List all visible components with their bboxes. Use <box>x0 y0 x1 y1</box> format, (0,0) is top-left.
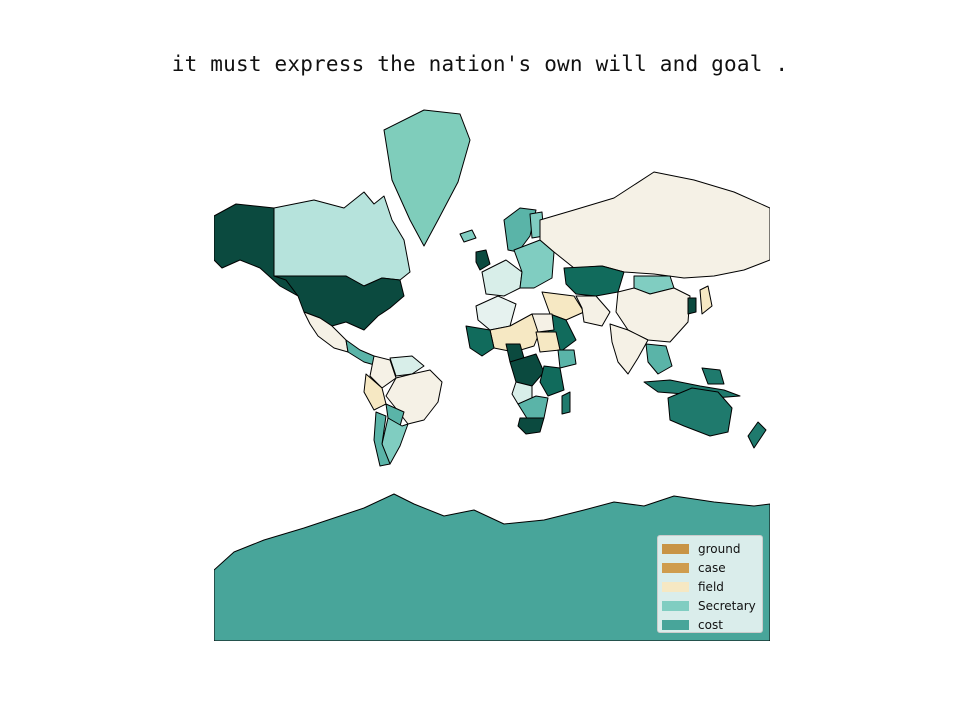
region-australia <box>667 387 733 437</box>
region-russia <box>539 171 770 279</box>
legend-item-ground: ground <box>662 539 762 558</box>
region-southern-africa <box>517 395 549 421</box>
region-japan <box>699 285 713 315</box>
legend-swatch <box>662 600 689 611</box>
region-sudan <box>535 331 561 353</box>
region-colombia <box>369 355 397 389</box>
region-chile <box>373 411 391 467</box>
region-korea <box>687 297 697 315</box>
legend-label: cost <box>698 617 723 632</box>
legend-swatch <box>662 562 689 573</box>
legend-swatch <box>662 581 689 592</box>
legend-label: case <box>698 560 726 575</box>
legend-item-secretary: Secretary <box>662 596 762 615</box>
region-east-africa <box>539 365 565 397</box>
world-map <box>214 100 770 641</box>
region-india <box>609 323 649 375</box>
map-legend: ground case field Secretary cost <box>657 535 763 633</box>
legend-label: ground <box>698 541 741 556</box>
legend-item-field: field <box>662 577 762 596</box>
legend-item-case: case <box>662 558 762 577</box>
region-china <box>615 287 691 343</box>
legend-label: Secretary <box>698 598 756 613</box>
map-title: it must express the nation's own will an… <box>171 52 789 76</box>
region-northwest-africa <box>475 295 517 331</box>
region-antarctica <box>214 493 770 641</box>
region-canada <box>273 191 411 287</box>
region-central-africa <box>509 353 545 387</box>
region-kazakhstan <box>563 265 625 297</box>
region-peru <box>363 373 387 411</box>
region-egypt <box>531 313 555 333</box>
region-middle-east <box>541 291 585 321</box>
region-united-kingdom <box>475 249 491 271</box>
world-map-svg <box>214 109 770 641</box>
legend-swatch <box>662 543 689 554</box>
region-greenland <box>383 109 471 247</box>
legend-label: field <box>698 579 724 594</box>
region-south-africa <box>517 417 545 435</box>
region-west-africa <box>465 325 495 357</box>
region-ethiopia <box>557 349 577 369</box>
region-iceland <box>459 229 477 243</box>
region-southeast-asia <box>645 343 673 375</box>
region-madagascar <box>561 391 571 415</box>
region-papua-new-guinea <box>701 367 725 385</box>
region-iran <box>575 295 611 327</box>
region-scandinavia <box>503 207 537 253</box>
region-united-states <box>273 275 405 331</box>
legend-item-cost: cost <box>662 615 762 634</box>
legend-swatch <box>662 619 689 630</box>
region-venezuela <box>389 355 425 377</box>
region-new-zealand <box>747 421 767 449</box>
